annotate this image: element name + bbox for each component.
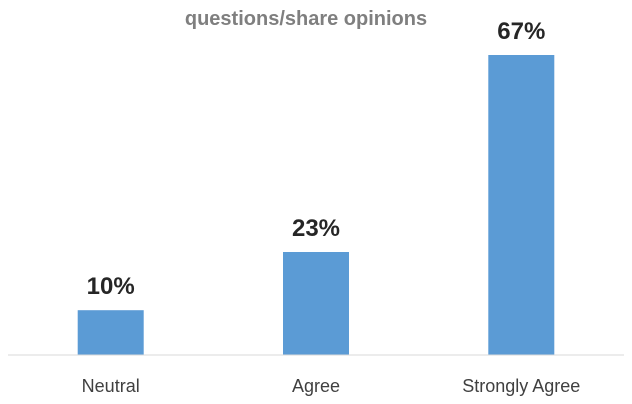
- bar-strongly-agree: [488, 55, 555, 355]
- data-label-strongly-agree: 67%: [497, 18, 545, 45]
- category-label-neutral: Neutral: [82, 376, 140, 396]
- bar-agree: [283, 252, 349, 355]
- category-label-agree: Agree: [292, 376, 340, 396]
- labels-group: 10% Neutral 23% Agree 67% Strongly Agree: [82, 18, 581, 396]
- bar-neutral: [77, 310, 144, 355]
- data-label-agree: 23%: [292, 215, 340, 242]
- data-label-neutral: 10%: [87, 273, 135, 300]
- bars-group: [77, 55, 555, 355]
- category-label-strongly-agree: Strongly Agree: [462, 376, 580, 396]
- chart-title: questions/share opinions: [185, 8, 427, 30]
